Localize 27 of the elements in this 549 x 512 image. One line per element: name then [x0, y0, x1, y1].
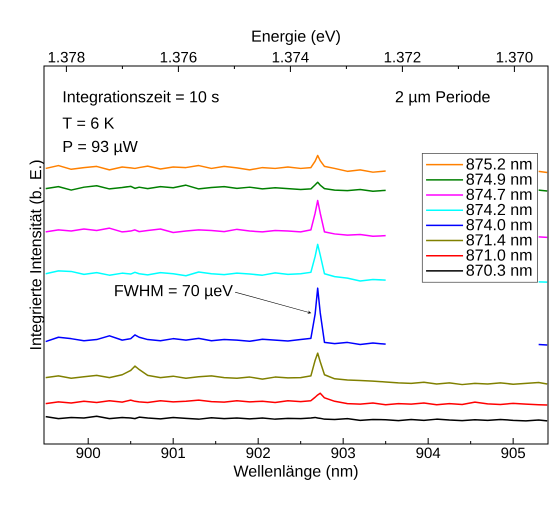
legend-label: 875.2 nm — [466, 158, 532, 170]
x-tick-label: 905 — [501, 448, 526, 458]
text: P = 93 µW — [64, 140, 138, 156]
x-tick-label: 903 — [331, 448, 356, 458]
text: 2 µm Periode — [396, 90, 490, 106]
legend-label: 874.7 nm — [466, 188, 532, 200]
x-tick-label: 900 — [76, 448, 100, 458]
x-tick-label: 904 — [416, 448, 440, 458]
x2-axis-title: Energie (eV) — [252, 30, 340, 45]
x2-tick-label: 1.378 — [48, 52, 84, 62]
x-tick-label: 901 — [161, 448, 185, 458]
x2-tick-label: 1.370 — [496, 52, 533, 62]
x2-tick-label: 1.372 — [384, 52, 420, 62]
text: T = 6 K — [62, 117, 114, 129]
legend-label: 874.0 nm — [466, 219, 532, 230]
legend-label: 871.4 nm — [466, 234, 532, 246]
legend-label: 874.9 nm — [466, 174, 532, 185]
x2-tick-label: 1.374 — [272, 52, 309, 62]
legend-label: 874.2 nm — [466, 204, 532, 216]
legend-label: 871.0 nm — [466, 249, 532, 261]
x-tick-label: 902 — [246, 448, 270, 458]
legend-label: 870.3 nm — [466, 264, 532, 276]
x2-tick-label: 1.376 — [160, 52, 196, 62]
y-axis-title: Integrierte Intensität (b. E.) — [30, 160, 44, 349]
text: Integrationszeit = 10 s — [64, 90, 219, 106]
annotation: FWHM = 70 µeV — [115, 284, 233, 300]
x-axis-title: Wellenlänge (nm) — [234, 465, 358, 480]
